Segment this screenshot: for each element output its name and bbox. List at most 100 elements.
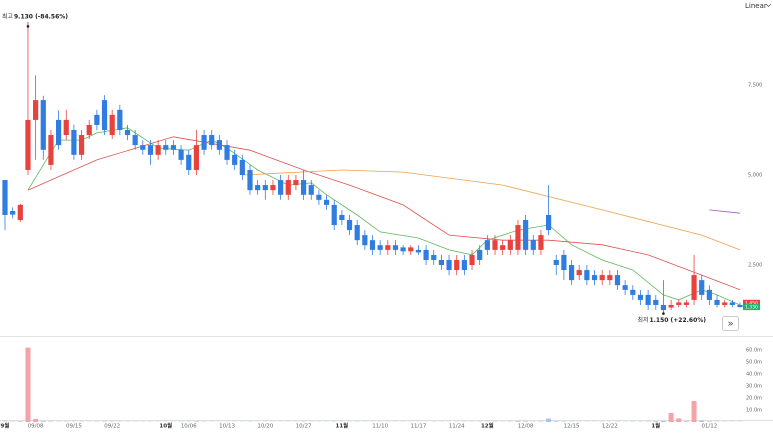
moving-average-line — [28, 128, 740, 305]
annotation-text: 1.150 (+22.60%) — [649, 317, 706, 324]
candle-body — [362, 235, 367, 245]
volume-tick-label: 10.0m — [746, 408, 762, 414]
candle-body — [623, 285, 628, 290]
candle-body — [79, 135, 84, 155]
candle-body — [523, 220, 528, 250]
candle-body — [401, 247, 406, 251]
candle-body — [653, 300, 658, 305]
volume-bar — [669, 413, 674, 422]
x-tick-label: 9월 — [1, 422, 10, 430]
candle-body — [194, 145, 199, 170]
y-tick-label: 5,000 — [748, 173, 762, 179]
volume-bar — [554, 421, 559, 422]
candle-body — [133, 135, 138, 145]
x-tick-label: 10/27 — [296, 424, 312, 430]
candle-body — [492, 240, 497, 250]
candle-body — [324, 200, 329, 205]
candle-body — [546, 215, 551, 230]
volume-tick-label: 20.0m — [746, 396, 762, 402]
candle-body — [554, 260, 559, 265]
x-tick-label: 11월 — [336, 422, 349, 430]
candle-body — [332, 205, 337, 225]
annotation-label: 최저 — [637, 316, 648, 324]
candle-body — [71, 130, 76, 155]
moving-average-line — [28, 137, 740, 290]
candle-body — [301, 180, 306, 195]
candle-body — [561, 255, 566, 270]
candle-body — [94, 115, 99, 125]
candle-body — [423, 250, 428, 260]
volume-bar — [653, 421, 658, 422]
candle-body — [638, 295, 643, 300]
candle-body — [240, 160, 245, 175]
volume-bar — [546, 419, 551, 422]
candle-body — [446, 260, 451, 270]
volume-bar — [523, 421, 528, 422]
volume-bar — [692, 401, 697, 422]
candle-body — [737, 305, 742, 307]
x-tick-label: 12/08 — [518, 424, 534, 430]
candle-body — [500, 245, 505, 250]
candle-body — [385, 245, 390, 250]
candle-body — [33, 100, 38, 120]
volume-tick-label: 40.0m — [746, 372, 762, 378]
candle-body — [110, 115, 115, 135]
candle-body — [600, 275, 605, 280]
candle-body — [454, 260, 459, 270]
candle-body — [125, 130, 130, 135]
candle-body — [722, 302, 727, 305]
volume-bar — [25, 348, 30, 422]
volume-bar — [699, 421, 704, 422]
volume-bar — [33, 419, 38, 422]
annotation-dot — [662, 312, 665, 315]
candle-body — [316, 195, 321, 200]
y-tick-label: 7,500 — [748, 82, 762, 88]
volume-bar — [41, 421, 46, 422]
x-tick-label: 10/20 — [257, 424, 273, 430]
candle-body — [171, 145, 176, 150]
candle-body — [469, 255, 474, 265]
candle-body — [209, 135, 214, 145]
candle-body — [278, 180, 283, 195]
price-label: 1,330 — [745, 305, 758, 311]
candle-body — [2, 180, 7, 215]
candle-body — [714, 300, 719, 305]
candle-body — [56, 120, 61, 145]
candle-body — [462, 260, 467, 270]
volume-bar — [18, 421, 23, 422]
candle-body — [339, 215, 344, 220]
candle-body — [263, 185, 268, 190]
x-tick-label: 12/15 — [564, 424, 580, 430]
x-tick-label: 10월 — [159, 422, 172, 430]
moving-average-line — [709, 210, 740, 213]
volume-bar — [684, 421, 689, 422]
x-tick-label: 10/13 — [219, 424, 235, 430]
candle-body — [255, 185, 260, 190]
candle-body — [485, 240, 490, 250]
candle-body — [178, 150, 183, 160]
candle-body — [309, 185, 314, 195]
x-tick-label: 09/08 — [28, 424, 44, 430]
volume-tick-label: 50.0m — [746, 360, 762, 366]
candle-body — [102, 100, 107, 130]
x-tick-label: 11/10 — [372, 424, 388, 430]
candle-body — [18, 205, 23, 220]
x-tick-label: 09/22 — [104, 424, 120, 430]
candle-body — [270, 185, 275, 190]
scale-selector[interactable]: Linear — [745, 2, 767, 10]
candle-body — [217, 140, 222, 150]
candle-body — [87, 125, 92, 135]
candle-body — [293, 180, 298, 185]
candle-body — [64, 120, 69, 135]
annotation-text: 9.130 (-84.56%) — [14, 14, 68, 21]
candle-body — [355, 225, 360, 240]
volume-bar — [707, 421, 712, 422]
candle-body — [699, 280, 704, 295]
candle-body — [684, 302, 689, 305]
candle-body — [370, 240, 375, 250]
candle-body — [186, 155, 191, 170]
candle-body — [577, 270, 582, 275]
scroll-latest-icon[interactable]: » — [727, 319, 733, 330]
candle-body — [584, 270, 589, 280]
candle-body — [592, 275, 597, 280]
